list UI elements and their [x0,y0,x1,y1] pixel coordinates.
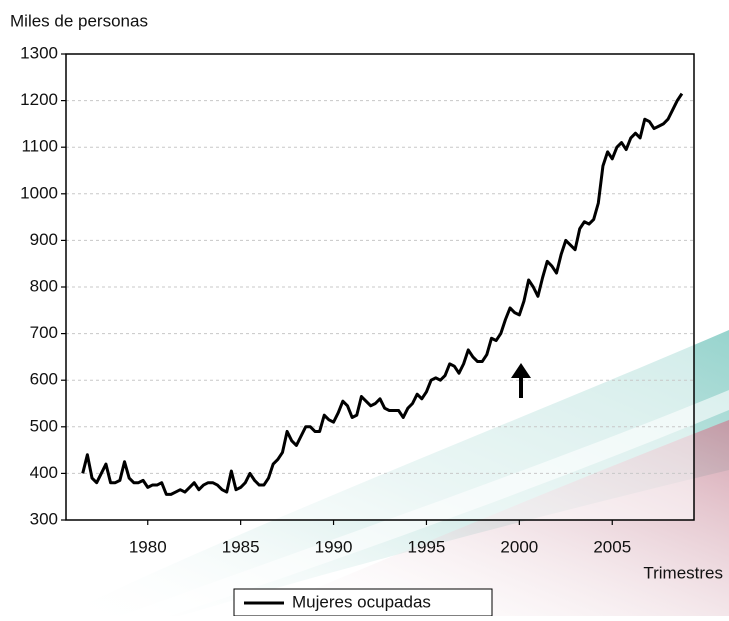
x-tick-label: 2000 [500,537,538,556]
y-tick-label: 1200 [20,90,58,109]
y-tick-label: 900 [30,230,58,249]
x-tick-label: 1985 [222,537,260,556]
legend-label: Mujeres ocupadas [292,592,431,611]
x-tick-label: 1990 [315,537,353,556]
legend: Mujeres ocupadas [234,589,492,616]
y-tick-label: 1000 [20,183,58,202]
y-tick-label: 400 [30,463,58,482]
y-tick-label: 300 [30,509,58,528]
x-axis-title: Trimestres [643,563,723,582]
x-tick-label: 1980 [129,537,167,556]
chart: 300 400 500 600 700 800 900 1000 1100 1200 1300 198… [0,0,729,616]
y-tick-label: 1100 [21,137,58,156]
y-tick-label: 500 [30,416,58,435]
y-axis-title: Miles de personas [10,11,148,30]
x-tick-label: 2005 [593,537,631,556]
y-tick-label: 800 [30,276,58,295]
y-tick-label: 1300 [20,43,58,62]
y-tick-label: 600 [30,370,58,389]
x-tick-label: 1995 [408,537,446,556]
y-tick-label: 700 [30,323,58,342]
